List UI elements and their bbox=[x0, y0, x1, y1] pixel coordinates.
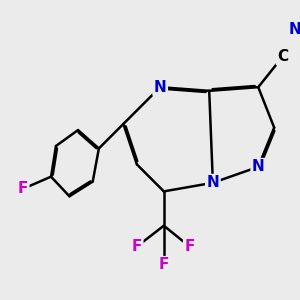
Text: F: F bbox=[18, 182, 28, 196]
Text: N: N bbox=[206, 175, 219, 190]
Text: F: F bbox=[132, 239, 142, 254]
Text: N: N bbox=[289, 22, 300, 37]
Text: F: F bbox=[184, 239, 195, 254]
Text: F: F bbox=[159, 257, 169, 272]
Text: N: N bbox=[252, 159, 265, 174]
Text: N: N bbox=[154, 80, 167, 95]
Text: C: C bbox=[277, 49, 288, 64]
